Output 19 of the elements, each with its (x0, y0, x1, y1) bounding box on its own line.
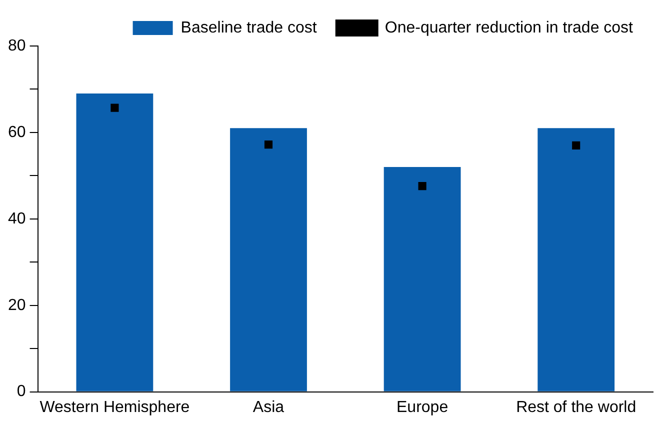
point (418, 182, 426, 190)
point (110, 104, 119, 112)
legend-label: One-quarter reduction in trade cost (384, 19, 634, 36)
y-tick-label: 80 (8, 37, 26, 54)
point (572, 141, 580, 150)
x-tick-label: Asia (252, 398, 284, 416)
legend-label: Baseline trade cost (180, 19, 318, 36)
x-tick-label: Rest of the world (516, 398, 636, 416)
bar (384, 167, 461, 392)
bar (230, 128, 307, 392)
y-tick-label: 0 (16, 383, 26, 400)
bar (538, 128, 615, 392)
x-tick-label: Western Hemisphere (40, 398, 190, 416)
y-tick-label: 40 (8, 210, 26, 228)
x-tick-label: Europe (396, 398, 448, 416)
y-tick-label: 20 (8, 296, 26, 314)
point (264, 140, 273, 149)
bar (76, 94, 154, 392)
y-tick-label: 60 (8, 124, 26, 141)
